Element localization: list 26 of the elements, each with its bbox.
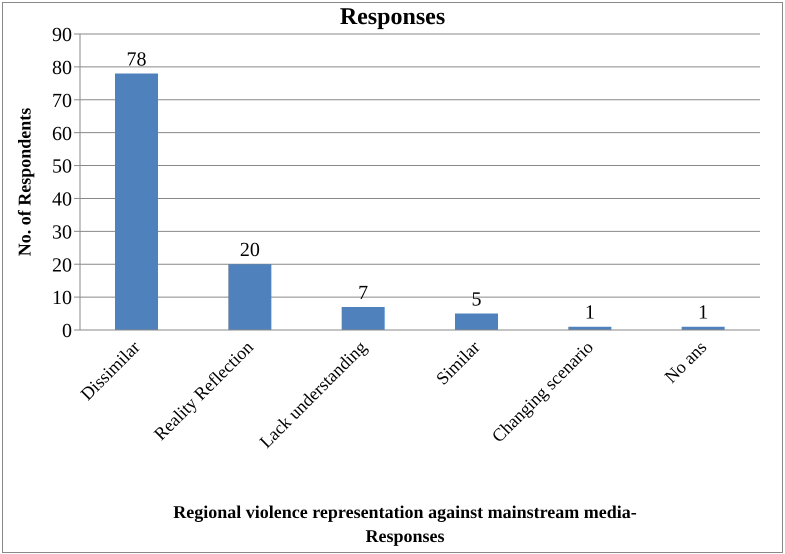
bar bbox=[455, 314, 498, 330]
y-tick-label: 70 bbox=[52, 90, 72, 112]
data-label: 20 bbox=[240, 239, 260, 262]
y-tick-label: 80 bbox=[52, 56, 72, 79]
bar bbox=[228, 264, 272, 330]
x-axis-title: Regional violence representation against mainstream media- Responses bbox=[172, 501, 638, 548]
data-label: 1 bbox=[584, 302, 595, 324]
y-axis-title: No. of Respondents bbox=[14, 108, 34, 256]
bar bbox=[682, 326, 725, 330]
data-label: 78 bbox=[126, 48, 146, 70]
y-tick-label: 0 bbox=[62, 320, 72, 342]
y-tick-label: 90 bbox=[52, 24, 72, 46]
y-tick-label: 10 bbox=[52, 287, 72, 310]
bar bbox=[342, 306, 385, 330]
x-tick-label: No ans bbox=[660, 336, 710, 387]
data-label: 7 bbox=[358, 282, 368, 304]
y-tick-label: 50 bbox=[52, 156, 72, 178]
chart-title: Responses bbox=[340, 4, 446, 30]
bar bbox=[568, 326, 612, 330]
y-tick-label: 40 bbox=[52, 188, 72, 211]
data-label: 5 bbox=[472, 288, 482, 311]
bar bbox=[115, 73, 158, 330]
y-tick-label: 60 bbox=[52, 122, 72, 145]
data-label: 1 bbox=[698, 302, 708, 324]
y-tick-label: 30 bbox=[52, 221, 72, 244]
y-tick-label: 20 bbox=[52, 254, 72, 276]
